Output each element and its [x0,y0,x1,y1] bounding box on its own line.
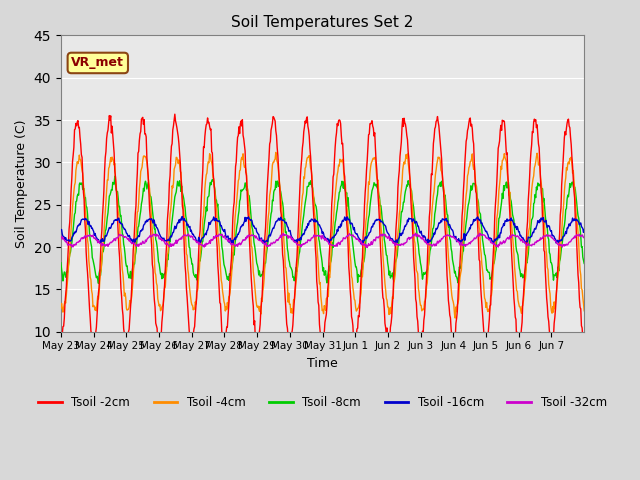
X-axis label: Time: Time [307,357,338,370]
Legend: Tsoil -2cm, Tsoil -4cm, Tsoil -8cm, Tsoil -16cm, Tsoil -32cm: Tsoil -2cm, Tsoil -4cm, Tsoil -8cm, Tsoi… [34,391,611,413]
Text: VR_met: VR_met [72,57,124,70]
Y-axis label: Soil Temperature (C): Soil Temperature (C) [15,119,28,248]
Title: Soil Temperatures Set 2: Soil Temperatures Set 2 [231,15,413,30]
